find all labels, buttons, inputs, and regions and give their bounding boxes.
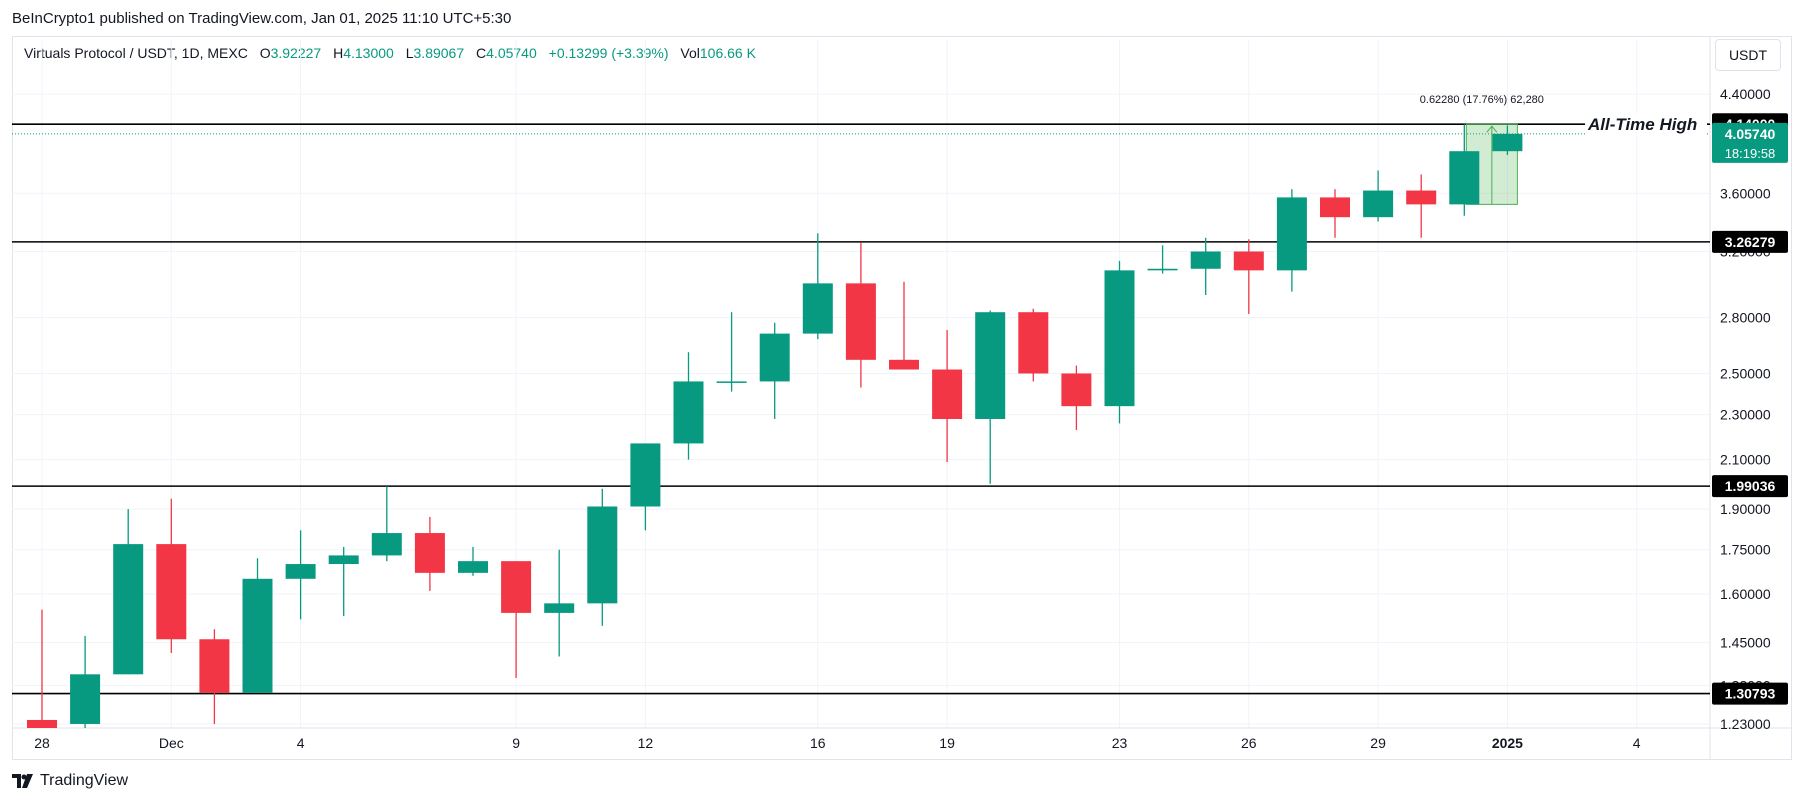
high-value: 4.13000 bbox=[343, 45, 394, 61]
y-tick-label: 2.10000 bbox=[1720, 452, 1771, 468]
candle-body[interactable] bbox=[759, 333, 790, 382]
x-tick-label: 4 bbox=[297, 735, 305, 751]
price-level-badge bbox=[1712, 230, 1788, 253]
candle-body[interactable] bbox=[458, 561, 488, 573]
volume-label: Vol bbox=[680, 45, 700, 61]
candle-body[interactable] bbox=[1406, 190, 1437, 205]
candle-body[interactable] bbox=[70, 674, 101, 724]
candle-body[interactable] bbox=[587, 506, 618, 604]
symbol-legend: Virtuals Protocol / USDT, 1D, MEXC O3.92… bbox=[24, 45, 756, 61]
close-value: 4.05740 bbox=[486, 45, 537, 61]
x-tick-label: 9 bbox=[512, 735, 520, 751]
open-value: 3.92227 bbox=[270, 45, 322, 61]
x-tick-label: 19 bbox=[939, 735, 955, 751]
volume-value: 106.66 K bbox=[699, 45, 756, 61]
current-price-badge bbox=[1712, 122, 1788, 163]
candle-body[interactable] bbox=[1061, 373, 1092, 407]
y-tick-label: 2.30000 bbox=[1720, 407, 1771, 423]
candle-body[interactable] bbox=[1363, 190, 1394, 218]
x-tick-label: 29 bbox=[1370, 735, 1386, 751]
candle-body[interactable] bbox=[501, 561, 532, 613]
candle-body[interactable] bbox=[544, 603, 575, 613]
y-tick-label: 3.60000 bbox=[1720, 185, 1771, 201]
candle-body[interactable] bbox=[1449, 151, 1480, 205]
y-tick-label: 1.75000 bbox=[1720, 542, 1771, 558]
publisher-note: BeInCrypto1 published on TradingView.com… bbox=[12, 10, 512, 27]
candle-body[interactable] bbox=[1233, 251, 1264, 271]
candle-body[interactable] bbox=[716, 381, 747, 383]
footer-brand: TradingView bbox=[12, 772, 128, 790]
price-level-badge bbox=[1712, 475, 1788, 498]
candle-body[interactable] bbox=[673, 381, 704, 444]
ath-label-bg bbox=[1585, 113, 1707, 136]
change-value: +0.13299 (+3.39%) bbox=[548, 45, 669, 61]
tradingview-logo-icon bbox=[12, 774, 34, 788]
y-tick-label: 1.23000 bbox=[1720, 716, 1771, 732]
x-tick-label: Dec bbox=[159, 735, 184, 751]
bar-countdown: 18:19:58 bbox=[1725, 146, 1776, 161]
price-level-badge bbox=[1712, 682, 1788, 705]
x-tick-label: 4 bbox=[1633, 735, 1641, 751]
x-tick-label: 2025 bbox=[1492, 735, 1523, 751]
candle-body[interactable] bbox=[414, 533, 445, 573]
candle-body[interactable] bbox=[242, 578, 273, 693]
low-value: 3.89067 bbox=[413, 45, 465, 61]
y-tick-label: 1.45000 bbox=[1720, 635, 1771, 651]
current-price-label: 4.05740 bbox=[1725, 126, 1776, 142]
candle-body[interactable] bbox=[156, 544, 187, 640]
candle-body[interactable] bbox=[27, 719, 57, 728]
low-label: L bbox=[405, 45, 414, 61]
candle-body[interactable] bbox=[328, 555, 359, 565]
x-tick-label: 16 bbox=[810, 735, 826, 751]
chart-frame bbox=[12, 36, 1792, 760]
candle-body[interactable] bbox=[1104, 270, 1135, 407]
price-level-label: 3.26279 bbox=[1725, 234, 1776, 250]
symbol-name[interactable]: Virtuals Protocol / USDT, 1D, MEXC bbox=[24, 45, 248, 61]
candle-body[interactable] bbox=[1276, 197, 1307, 271]
x-tick-label: 28 bbox=[34, 735, 50, 751]
open-label: O bbox=[259, 45, 271, 61]
price-level-label: 1.30793 bbox=[1725, 686, 1776, 702]
y-tick-label: 1.90000 bbox=[1720, 501, 1771, 517]
candle-body[interactable] bbox=[371, 533, 402, 556]
candle-body[interactable] bbox=[975, 312, 1006, 419]
x-tick-label: 26 bbox=[1241, 735, 1257, 751]
price-level-label: 1.99036 bbox=[1725, 478, 1776, 494]
candle-body[interactable] bbox=[932, 369, 963, 419]
candle-body[interactable] bbox=[1147, 268, 1178, 271]
y-tick-label: 1.60000 bbox=[1720, 586, 1771, 602]
ath-annotation: All-Time High bbox=[1587, 115, 1697, 134]
candle-body[interactable] bbox=[845, 283, 876, 360]
y-tick-label: 4.40000 bbox=[1720, 86, 1771, 102]
candle-body[interactable] bbox=[199, 639, 230, 693]
y-tick-label: 2.80000 bbox=[1720, 309, 1771, 325]
candle-body[interactable] bbox=[630, 443, 661, 507]
x-tick-label: 23 bbox=[1112, 735, 1128, 751]
candle-body[interactable] bbox=[1190, 251, 1221, 269]
candle-body[interactable] bbox=[1492, 133, 1523, 152]
candle-body[interactable] bbox=[1320, 197, 1350, 218]
currency-button[interactable]: USDT bbox=[1715, 39, 1781, 71]
x-tick-label: 12 bbox=[638, 735, 654, 751]
candle-body[interactable] bbox=[889, 359, 919, 370]
measure-label: 0.62280 (17.76%) 62,280 bbox=[1420, 94, 1544, 106]
candle-body[interactable] bbox=[285, 564, 316, 579]
candle-body[interactable] bbox=[1018, 312, 1049, 374]
y-tick-label: 2.50000 bbox=[1720, 365, 1771, 381]
candle-body[interactable] bbox=[802, 283, 833, 334]
candle-body[interactable] bbox=[113, 544, 144, 675]
brand-name: TradingView bbox=[40, 772, 129, 789]
measure-arrow-head bbox=[1486, 125, 1498, 133]
close-label: C bbox=[476, 45, 487, 61]
high-label: H bbox=[333, 45, 344, 61]
